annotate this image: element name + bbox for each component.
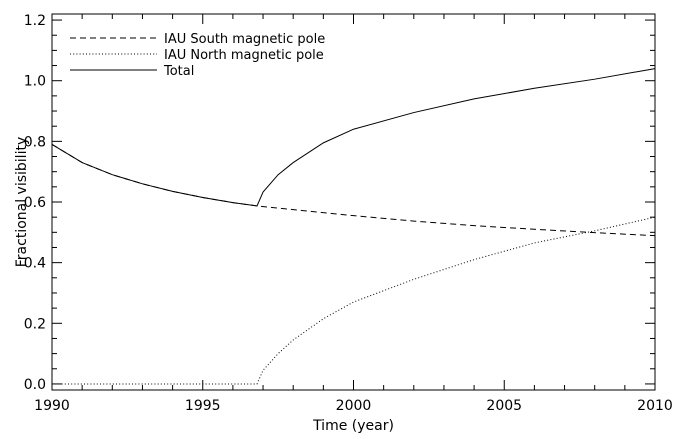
y-tick-label: 1.0 <box>24 74 46 90</box>
x-tick-label: 2010 <box>637 398 673 414</box>
x-tick-label: 1995 <box>185 398 221 414</box>
y-tick-label: 0.6 <box>24 195 46 211</box>
y-tick-label: 0.4 <box>24 256 46 272</box>
series-line-dashed <box>51 143 656 237</box>
y-tick-label: 0.2 <box>24 316 46 332</box>
legend-label: IAU North magnetic pole <box>164 48 324 63</box>
series-line-dotted <box>52 216 656 385</box>
series-group <box>51 68 656 385</box>
axis-tick-labels: 1990 1995 2000 2005 2010 0.0 0.2 0.4 0.6 0.8 1.0 1.… <box>24 13 673 414</box>
x-tick-label: 1990 <box>34 398 70 414</box>
y-axis-title: Fractional visibility <box>14 137 30 268</box>
y-tick-label: 0.0 <box>24 377 46 393</box>
x-axis-title: Time (year) <box>312 418 394 434</box>
legend-label: Total <box>163 64 194 79</box>
y-tick-label: 1.2 <box>24 13 46 29</box>
y-tick-label: 0.8 <box>24 134 46 150</box>
x-tick-label: 2005 <box>486 398 522 414</box>
series-line-solid <box>51 68 656 207</box>
legend-label: IAU South magnetic pole <box>164 32 325 47</box>
x-tick-label: 2000 <box>336 398 372 414</box>
